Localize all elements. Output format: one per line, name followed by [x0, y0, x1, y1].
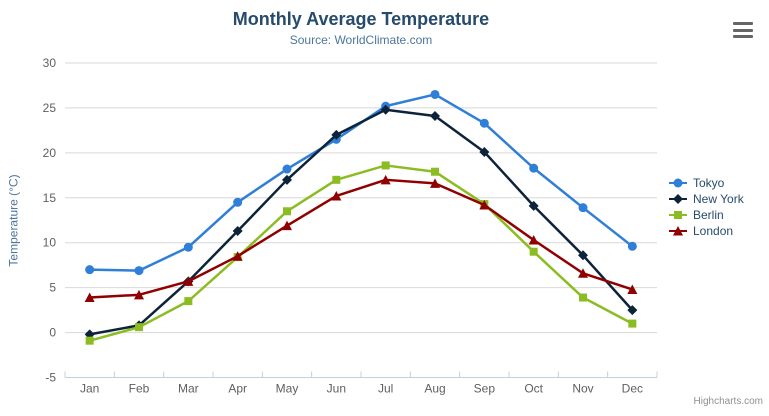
- data-point-london[interactable]: [183, 276, 194, 286]
- data-point-berlin[interactable]: [332, 175, 341, 184]
- data-point-new-york[interactable]: [331, 129, 342, 140]
- y-axis-label: 0: [49, 326, 56, 340]
- x-axis-label: Nov: [572, 382, 593, 396]
- data-point-berlin[interactable]: [529, 247, 538, 256]
- y-axis-title: Temperature (°C): [6, 174, 21, 267]
- data-point-london[interactable]: [430, 178, 440, 188]
- berlin-series-marker-icon: [669, 211, 687, 219]
- credits-link[interactable]: Highcharts.com: [693, 396, 763, 407]
- data-point-london[interactable]: [232, 251, 243, 261]
- data-point-tokyo[interactable]: [183, 242, 193, 252]
- y-axis-label: 20: [43, 146, 57, 160]
- data-point-london[interactable]: [479, 199, 490, 210]
- tokyo-series-marker-icon: [669, 178, 687, 188]
- x-axis-label: Aug: [424, 382, 445, 396]
- legend-marker-symbol[interactable]: [673, 194, 683, 204]
- data-point-berlin[interactable]: [135, 323, 143, 332]
- series-line-new-york[interactable]: [88, 108, 634, 336]
- series-line-tokyo[interactable]: [88, 93, 634, 272]
- y-axis-label: 30: [43, 56, 57, 70]
- legend-marker-symbol[interactable]: [673, 178, 683, 188]
- data-point-tokyo[interactable]: [578, 203, 588, 213]
- legend-item-new-york[interactable]: New York: [668, 191, 744, 207]
- london-series-marker-icon: [669, 226, 687, 236]
- series-line-berlin[interactable]: [88, 164, 634, 342]
- x-axis-label: Feb: [129, 382, 150, 396]
- data-point-london[interactable]: [578, 268, 588, 278]
- data-point-new-york[interactable]: [528, 200, 539, 211]
- data-point-new-york[interactable]: [430, 111, 440, 122]
- x-axis-label: May: [276, 382, 299, 396]
- data-point-new-york[interactable]: [232, 226, 243, 237]
- x-axis-label: Oct: [524, 382, 543, 396]
- y-axis-label: -5: [45, 371, 56, 385]
- data-point-tokyo[interactable]: [282, 164, 292, 174]
- hamburger-icon: [733, 28, 753, 32]
- y-axis-label: 15: [43, 191, 57, 205]
- data-point-berlin[interactable]: [283, 207, 291, 216]
- new-york-series-marker-icon: [669, 194, 687, 204]
- x-axis-label: Jun: [327, 382, 346, 396]
- x-axis-label: Jan: [80, 382, 99, 396]
- data-point-tokyo[interactable]: [134, 266, 144, 276]
- legend: Tokyo New York Berlin London: [668, 175, 744, 239]
- hamburger-icon: [733, 22, 753, 25]
- chart-title: Monthly Average Temperature: [232, 9, 490, 29]
- data-point-london[interactable]: [331, 190, 342, 201]
- y-axis-label: 25: [43, 101, 57, 115]
- data-point-new-york[interactable]: [282, 174, 292, 185]
- data-point-london[interactable]: [627, 284, 638, 294]
- data-point-london[interactable]: [380, 174, 391, 185]
- y-axis-label: 5: [49, 281, 56, 295]
- data-point-london[interactable]: [282, 220, 292, 231]
- legend-marker-symbol[interactable]: [674, 211, 682, 219]
- y-axis-label: 10: [43, 236, 57, 250]
- data-point-new-york[interactable]: [578, 250, 588, 261]
- data-point-tokyo[interactable]: [529, 163, 539, 173]
- hamburger-icon: [733, 35, 753, 38]
- legend-item-london[interactable]: London: [668, 223, 744, 239]
- x-axis-label: Jul: [378, 382, 393, 396]
- legend-item-label: Tokyo: [693, 176, 725, 190]
- data-point-tokyo[interactable]: [479, 118, 489, 128]
- legend-item-berlin[interactable]: Berlin: [668, 207, 744, 223]
- data-point-berlin[interactable]: [85, 336, 94, 345]
- x-axis-label: Dec: [622, 382, 643, 396]
- series-line-london[interactable]: [88, 178, 634, 299]
- legend-item-label: Berlin: [693, 208, 724, 222]
- legend-item-label: London: [693, 224, 734, 238]
- data-point-tokyo[interactable]: [430, 89, 440, 99]
- data-point-new-york[interactable]: [380, 104, 391, 115]
- data-point-tokyo[interactable]: [233, 197, 243, 207]
- data-point-berlin[interactable]: [431, 167, 439, 176]
- data-point-london[interactable]: [134, 289, 144, 300]
- data-point-berlin[interactable]: [381, 161, 390, 170]
- legend-marker-symbol[interactable]: [673, 226, 683, 236]
- data-point-berlin[interactable]: [579, 293, 587, 302]
- x-axis-label: Sep: [474, 382, 496, 396]
- legend-item-label: New York: [693, 192, 744, 206]
- data-point-london[interactable]: [528, 235, 539, 245]
- x-axis-label: Apr: [228, 382, 247, 396]
- data-point-new-york[interactable]: [479, 146, 490, 157]
- data-point-tokyo[interactable]: [627, 241, 637, 251]
- data-point-tokyo[interactable]: [85, 265, 95, 275]
- legend-item-tokyo[interactable]: Tokyo: [668, 175, 744, 191]
- data-point-berlin[interactable]: [628, 319, 637, 328]
- export-menu-button[interactable]: [732, 21, 754, 39]
- chart-subtitle: Source: WorldClimate.com: [289, 33, 433, 47]
- data-point-new-york[interactable]: [627, 305, 638, 316]
- data-point-berlin[interactable]: [184, 297, 193, 306]
- x-axis-label: Mar: [178, 382, 199, 396]
- data-point-london[interactable]: [84, 292, 95, 303]
